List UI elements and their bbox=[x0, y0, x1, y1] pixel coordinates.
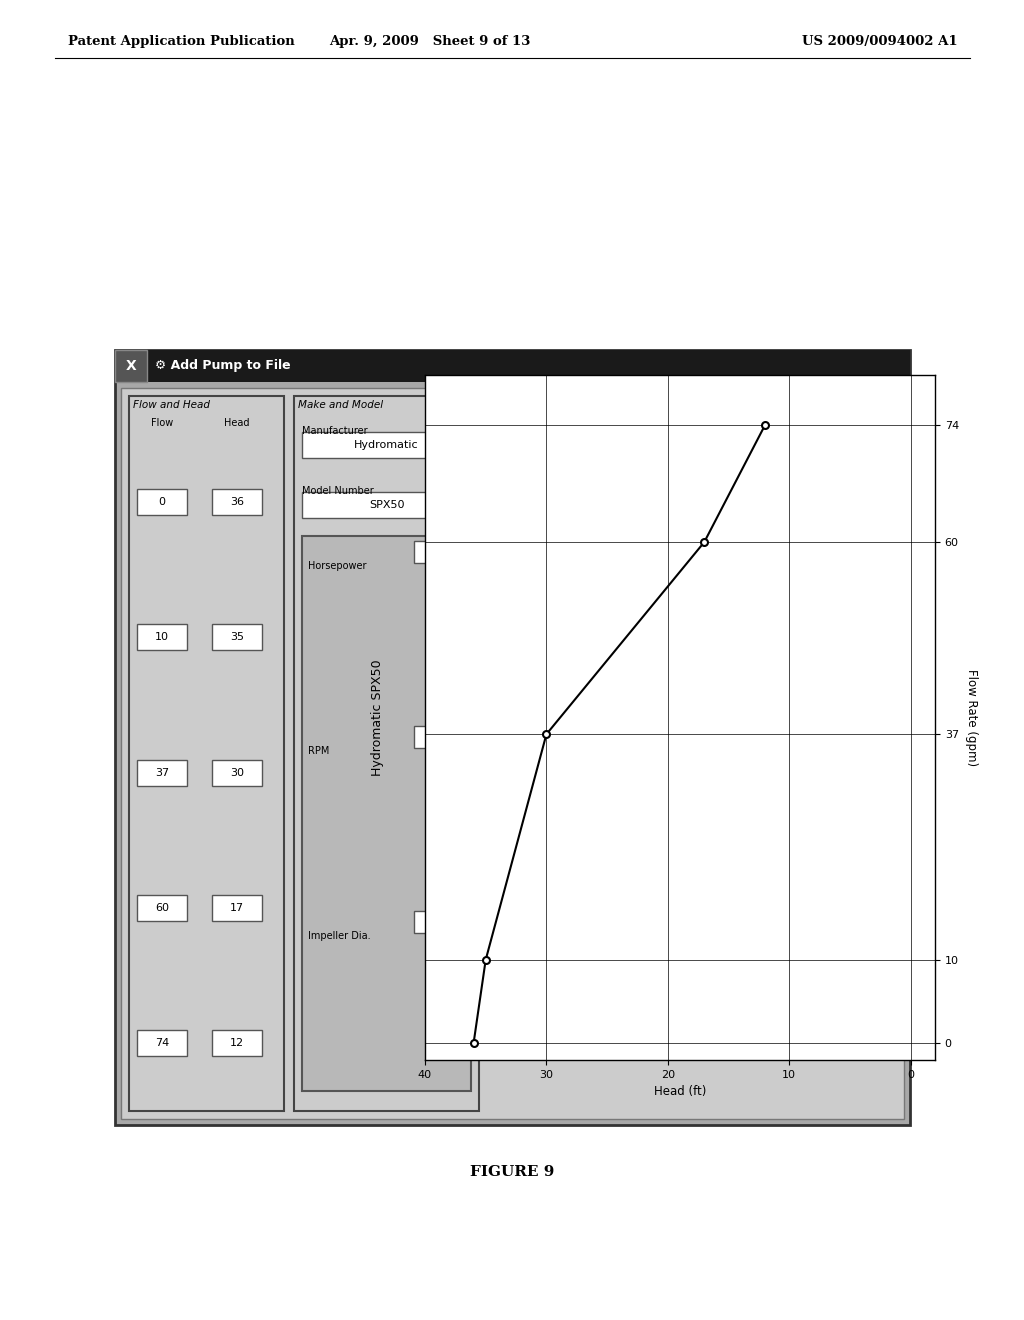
Text: Head: Head bbox=[224, 418, 250, 428]
Bar bbox=[489, 598, 624, 626]
Text: Manufacturer: Manufacturer bbox=[302, 426, 368, 436]
Text: Add Pump to File: Add Pump to File bbox=[515, 425, 598, 436]
Text: Patent Application Publication: Patent Application Publication bbox=[68, 36, 295, 48]
Text: Look up Model: Look up Model bbox=[521, 475, 592, 484]
Bar bbox=[489, 513, 547, 541]
Bar bbox=[489, 414, 624, 446]
Bar bbox=[137, 488, 187, 515]
Text: < Previous: < Previous bbox=[559, 521, 611, 532]
Text: 0.5: 0.5 bbox=[432, 546, 450, 557]
Text: 10: 10 bbox=[155, 632, 169, 642]
Text: Exit: Exit bbox=[547, 562, 565, 572]
Bar bbox=[115, 350, 910, 1125]
Bar bbox=[129, 396, 284, 1111]
Text: 1750: 1750 bbox=[427, 733, 455, 742]
Text: FIGURE 9: FIGURE 9 bbox=[470, 1166, 554, 1179]
Bar bbox=[294, 396, 479, 1111]
Bar bbox=[212, 1031, 262, 1056]
Text: 37: 37 bbox=[155, 767, 169, 777]
Bar bbox=[489, 640, 624, 668]
Text: Model Number: Model Number bbox=[302, 486, 374, 496]
Bar bbox=[212, 624, 262, 651]
Text: 35: 35 bbox=[230, 632, 244, 642]
Text: Make and Model: Make and Model bbox=[298, 400, 383, 411]
Text: Flow and Head: Flow and Head bbox=[133, 400, 210, 411]
Bar bbox=[212, 488, 262, 515]
Bar bbox=[212, 759, 262, 785]
Text: 36: 36 bbox=[230, 496, 244, 507]
Bar bbox=[137, 624, 187, 651]
Bar bbox=[414, 541, 469, 564]
Bar bbox=[414, 911, 469, 933]
Text: Flow: Flow bbox=[151, 418, 173, 428]
X-axis label: Head (ft): Head (ft) bbox=[653, 1085, 707, 1098]
Bar bbox=[489, 553, 624, 581]
Text: 17: 17 bbox=[230, 903, 244, 913]
Text: ⚙ Add Pump to File: ⚙ Add Pump to File bbox=[155, 359, 291, 372]
Text: Apr. 9, 2009   Sheet 9 of 13: Apr. 9, 2009 Sheet 9 of 13 bbox=[330, 36, 530, 48]
Bar bbox=[414, 726, 469, 748]
Text: Impeller Dia.: Impeller Dia. bbox=[308, 931, 371, 941]
Bar bbox=[115, 350, 910, 381]
Text: Horsepower: Horsepower bbox=[308, 561, 367, 572]
Text: Next >: Next > bbox=[501, 521, 536, 532]
Bar bbox=[115, 350, 147, 381]
Text: 0: 0 bbox=[437, 917, 444, 927]
Bar bbox=[137, 895, 187, 921]
Text: 0: 0 bbox=[159, 496, 166, 507]
Text: Hydromatic: Hydromatic bbox=[354, 440, 419, 450]
Text: 12: 12 bbox=[230, 1039, 244, 1048]
Bar bbox=[489, 465, 624, 496]
Bar bbox=[302, 536, 471, 1092]
Text: RPM: RPM bbox=[308, 746, 330, 756]
Y-axis label: Flow Rate (gpm): Flow Rate (gpm) bbox=[965, 669, 978, 766]
Bar bbox=[137, 1031, 187, 1056]
Bar bbox=[212, 895, 262, 921]
Text: Hydromatic SPX50: Hydromatic SPX50 bbox=[371, 659, 384, 776]
Bar bbox=[121, 388, 904, 1119]
Bar bbox=[489, 682, 624, 710]
Text: 60: 60 bbox=[155, 903, 169, 913]
Bar bbox=[302, 492, 471, 517]
Text: 30: 30 bbox=[230, 767, 244, 777]
Text: 74: 74 bbox=[155, 1039, 169, 1048]
Text: US 2009/0094002 A1: US 2009/0094002 A1 bbox=[803, 36, 958, 48]
Bar bbox=[551, 513, 618, 541]
Bar bbox=[137, 759, 187, 785]
Bar bbox=[302, 432, 471, 458]
Text: SPX50: SPX50 bbox=[369, 500, 404, 510]
Text: X: X bbox=[126, 359, 136, 374]
